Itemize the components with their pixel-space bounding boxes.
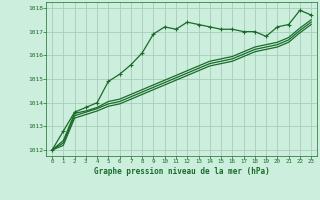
X-axis label: Graphe pression niveau de la mer (hPa): Graphe pression niveau de la mer (hPa) xyxy=(94,167,269,176)
